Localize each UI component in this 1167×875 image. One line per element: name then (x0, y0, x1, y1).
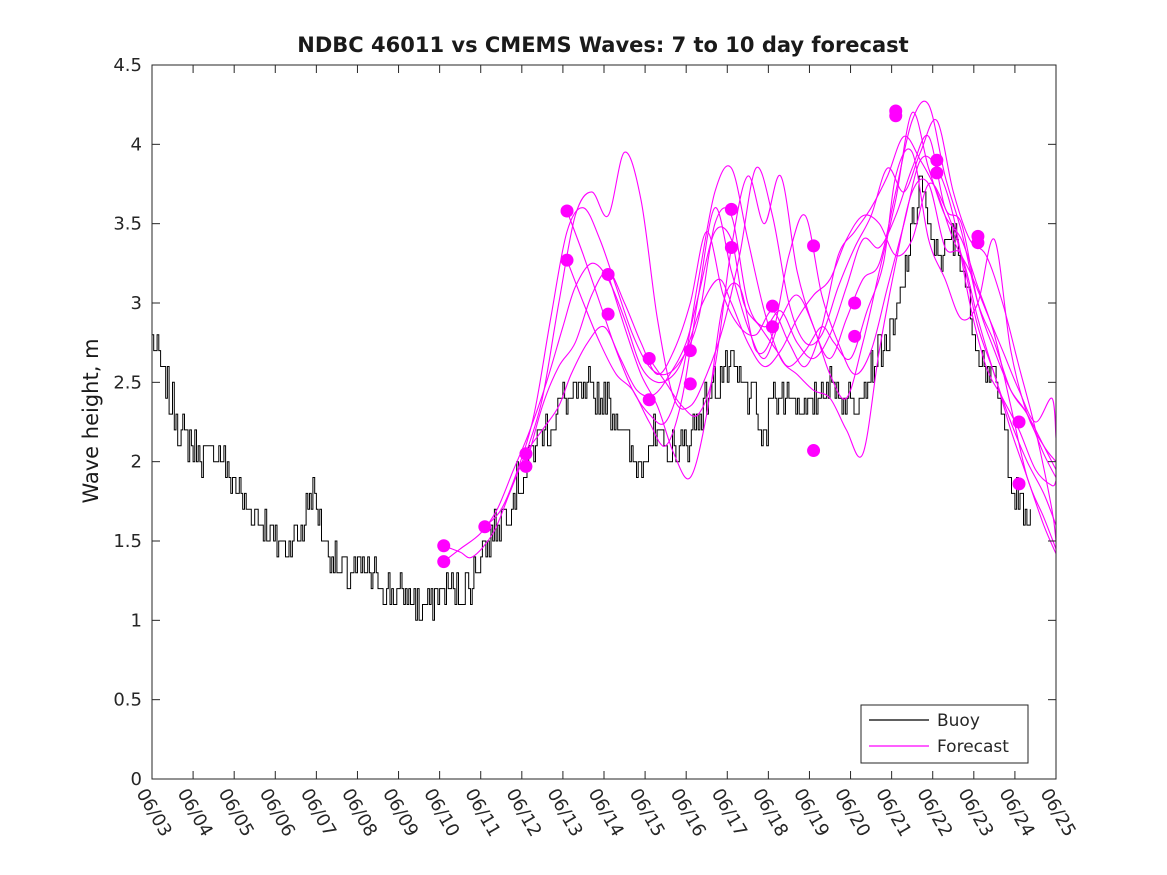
forecast-marker (560, 253, 574, 267)
buoy-line (152, 175, 1031, 621)
legend-buoy-label: Buoy (937, 711, 980, 731)
forecast-marker (807, 444, 821, 458)
forecast-marker (478, 520, 492, 534)
forecast-marker (601, 307, 615, 321)
forecast-marker (930, 166, 944, 180)
forecast-marker (519, 459, 533, 473)
forecast-marker-group (437, 104, 1026, 569)
y-tick-label: 4.5 (113, 55, 142, 76)
forecast-line (566, 165, 1057, 526)
forecast-marker (601, 267, 615, 281)
y-tick-label: 0.5 (113, 690, 142, 711)
forecast-marker (437, 539, 451, 553)
y-tick-label: 0 (131, 769, 142, 790)
forecast-marker (1012, 415, 1026, 429)
forecast-marker (848, 329, 862, 343)
y-tick-label: 1 (131, 610, 142, 631)
y-tick-label: 3.5 (113, 214, 142, 235)
forecast-marker (765, 299, 779, 313)
forecast-marker (848, 296, 862, 310)
plot-area (152, 65, 1056, 779)
legend: Buoy Forecast (860, 704, 1029, 764)
forecast-marker (724, 202, 738, 216)
y-tick-label: 3 (131, 293, 142, 314)
y-tick-label: 2 (131, 452, 142, 473)
y-tick-label: 2.5 (113, 372, 142, 393)
forecast-marker (560, 204, 574, 218)
forecast-marker (889, 109, 903, 123)
y-axis-label: Wave height, m (79, 338, 103, 503)
forecast-series-group (443, 100, 1057, 563)
y-tick-label: 4 (131, 134, 142, 155)
forecast-marker (971, 236, 985, 250)
forecast-marker (765, 320, 779, 334)
legend-forecast-label: Forecast (937, 737, 1009, 757)
forecast-marker (642, 352, 656, 366)
forecast-line (525, 135, 1057, 467)
forecast-line (443, 148, 1057, 559)
buoy-series (152, 175, 1031, 621)
forecast-marker (437, 555, 451, 569)
forecast-marker (683, 377, 697, 391)
forecast-marker (642, 393, 656, 407)
forecast-marker (724, 240, 738, 254)
forecast-marker (683, 344, 697, 358)
y-axis-ticks: 0 0.5 1 1.5 2 2.5 3 3.5 4 4.5 (113, 55, 1056, 790)
forecast-marker (807, 239, 821, 253)
forecast-marker (930, 153, 944, 167)
forecast-line (443, 182, 1057, 563)
y-tick-label: 1.5 (113, 531, 142, 552)
chart-title: NDBC 46011 vs CMEMS Waves: 7 to 10 day f… (297, 33, 908, 57)
forecast-line (648, 100, 1057, 470)
legend-box (860, 704, 1029, 764)
forecast-marker (1012, 477, 1026, 491)
forecast-line (607, 155, 1057, 487)
forecast-marker (519, 447, 533, 461)
